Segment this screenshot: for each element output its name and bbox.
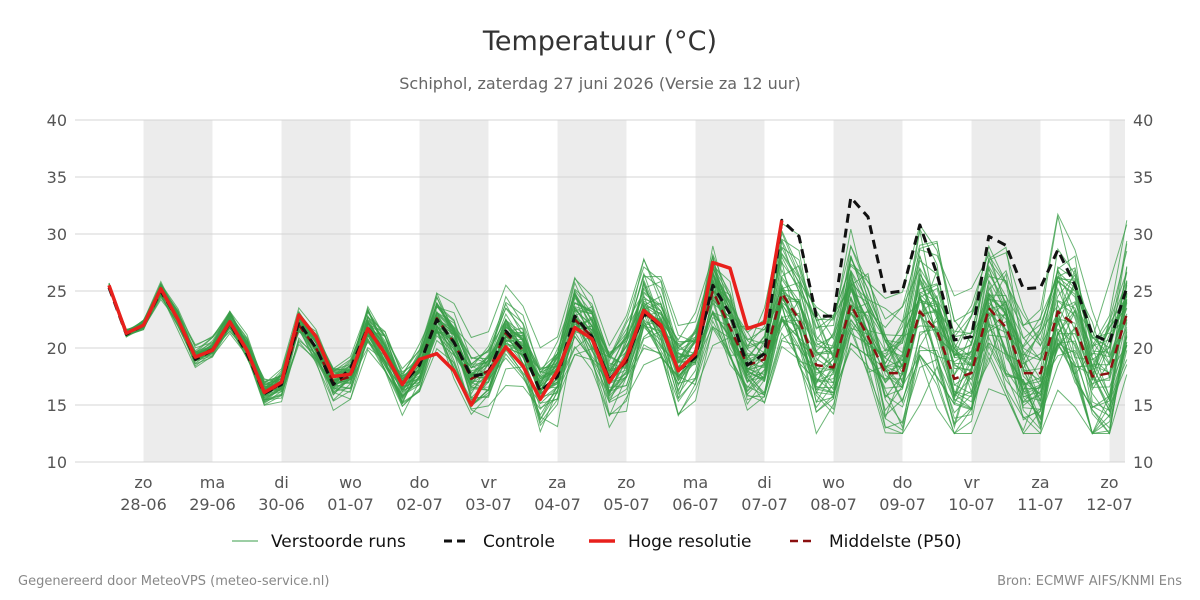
x-tick-day: zo — [617, 473, 635, 492]
x-tick-day: zo — [1100, 473, 1118, 492]
ensemble-member-line — [108, 255, 1128, 402]
ensemble-member-line — [108, 222, 1128, 392]
x-tick-day: do — [410, 473, 430, 492]
x-tick-day: wo — [822, 473, 845, 492]
footer-generator: Gegenereerd door MeteoVPS (meteo-service… — [18, 574, 329, 589]
footer-source: Bron: ECMWF AIFS/KNMI Ens — [997, 574, 1182, 589]
y-tick-label: 30 — [47, 225, 67, 244]
y-tick-label: 10 — [1133, 453, 1153, 472]
x-tick-date: 09-07 — [879, 495, 926, 514]
y-tick-label: 25 — [1133, 282, 1153, 301]
x-tick-date: 08-07 — [810, 495, 857, 514]
y-tick-label: 40 — [47, 111, 67, 130]
x-tick-day: wo — [339, 473, 362, 492]
y-tick-label: 35 — [1133, 168, 1153, 187]
x-tick-day: za — [548, 473, 566, 492]
x-tick-day: vr — [963, 473, 979, 492]
x-tick-date: 05-07 — [603, 495, 650, 514]
y-tick-label: 20 — [1133, 339, 1153, 358]
x-tick-date: 01-07 — [327, 495, 374, 514]
x-tick-date: 12-07 — [1086, 495, 1133, 514]
legend-label-p50: Middelste (P50) — [829, 532, 962, 552]
x-axis: zo 28-06 ma 29-06 di 30-06 wo 01-07 do 02-07 vr 03-… — [120, 473, 1133, 514]
y-tick-label: 10 — [47, 453, 67, 472]
chart-subtitle: Schiphol, zaterdag 27 juni 2026 (Versie … — [399, 74, 800, 93]
y-tick-label: 35 — [47, 168, 67, 187]
ensemble-member-line — [108, 240, 1128, 414]
x-tick-day: do — [893, 473, 913, 492]
legend-label-ensemble: Verstoorde runs — [271, 532, 406, 552]
y-tick-label: 25 — [47, 282, 67, 301]
x-tick-day: di — [757, 473, 772, 492]
x-tick-day: di — [274, 473, 289, 492]
legend-label-controle: Controle — [483, 532, 555, 552]
x-tick-date: 06-07 — [672, 495, 719, 514]
hoge-resolutie-line — [107, 220, 784, 407]
ensemble-member-line — [108, 259, 1128, 401]
y-axis-left: 10 15 20 25 30 35 40 — [47, 111, 67, 472]
ensemble-member-line — [108, 250, 1128, 421]
ensemble-member-line — [108, 268, 1128, 435]
y-tick-label: 30 — [1133, 225, 1153, 244]
y-tick-label: 40 — [1133, 111, 1153, 130]
ensemble-member-line — [108, 223, 1128, 435]
x-tick-date: 10-07 — [948, 495, 995, 514]
p50-line — [107, 285, 1129, 394]
x-tick-date: 11-07 — [1017, 495, 1064, 514]
y-tick-label: 15 — [47, 396, 67, 415]
x-tick-date: 02-07 — [396, 495, 443, 514]
legend: Verstoorde runs Controle Hoge resolutie … — [232, 532, 962, 552]
main-series-lines — [107, 196, 1129, 407]
y-axis-right: 10 15 20 25 30 35 40 — [1133, 111, 1153, 472]
x-tick-date: 07-07 — [741, 495, 788, 514]
x-tick-day: za — [1031, 473, 1049, 492]
y-tick-label: 20 — [47, 339, 67, 358]
x-tick-date: 29-06 — [189, 495, 236, 514]
x-tick-date: 04-07 — [534, 495, 581, 514]
x-tick-day: ma — [200, 473, 225, 492]
x-tick-date: 03-07 — [465, 495, 512, 514]
legend-label-hoge-resolutie: Hoge resolutie — [628, 532, 752, 552]
ensemble-member-line — [108, 255, 1128, 402]
x-tick-date: 30-06 — [258, 495, 305, 514]
x-tick-day: vr — [480, 473, 496, 492]
y-tick-label: 15 — [1133, 396, 1153, 415]
x-tick-day: zo — [134, 473, 152, 492]
x-tick-date: 28-06 — [120, 495, 167, 514]
x-tick-day: ma — [683, 473, 708, 492]
chart-title: Temperatuur (°C) — [482, 26, 717, 57]
